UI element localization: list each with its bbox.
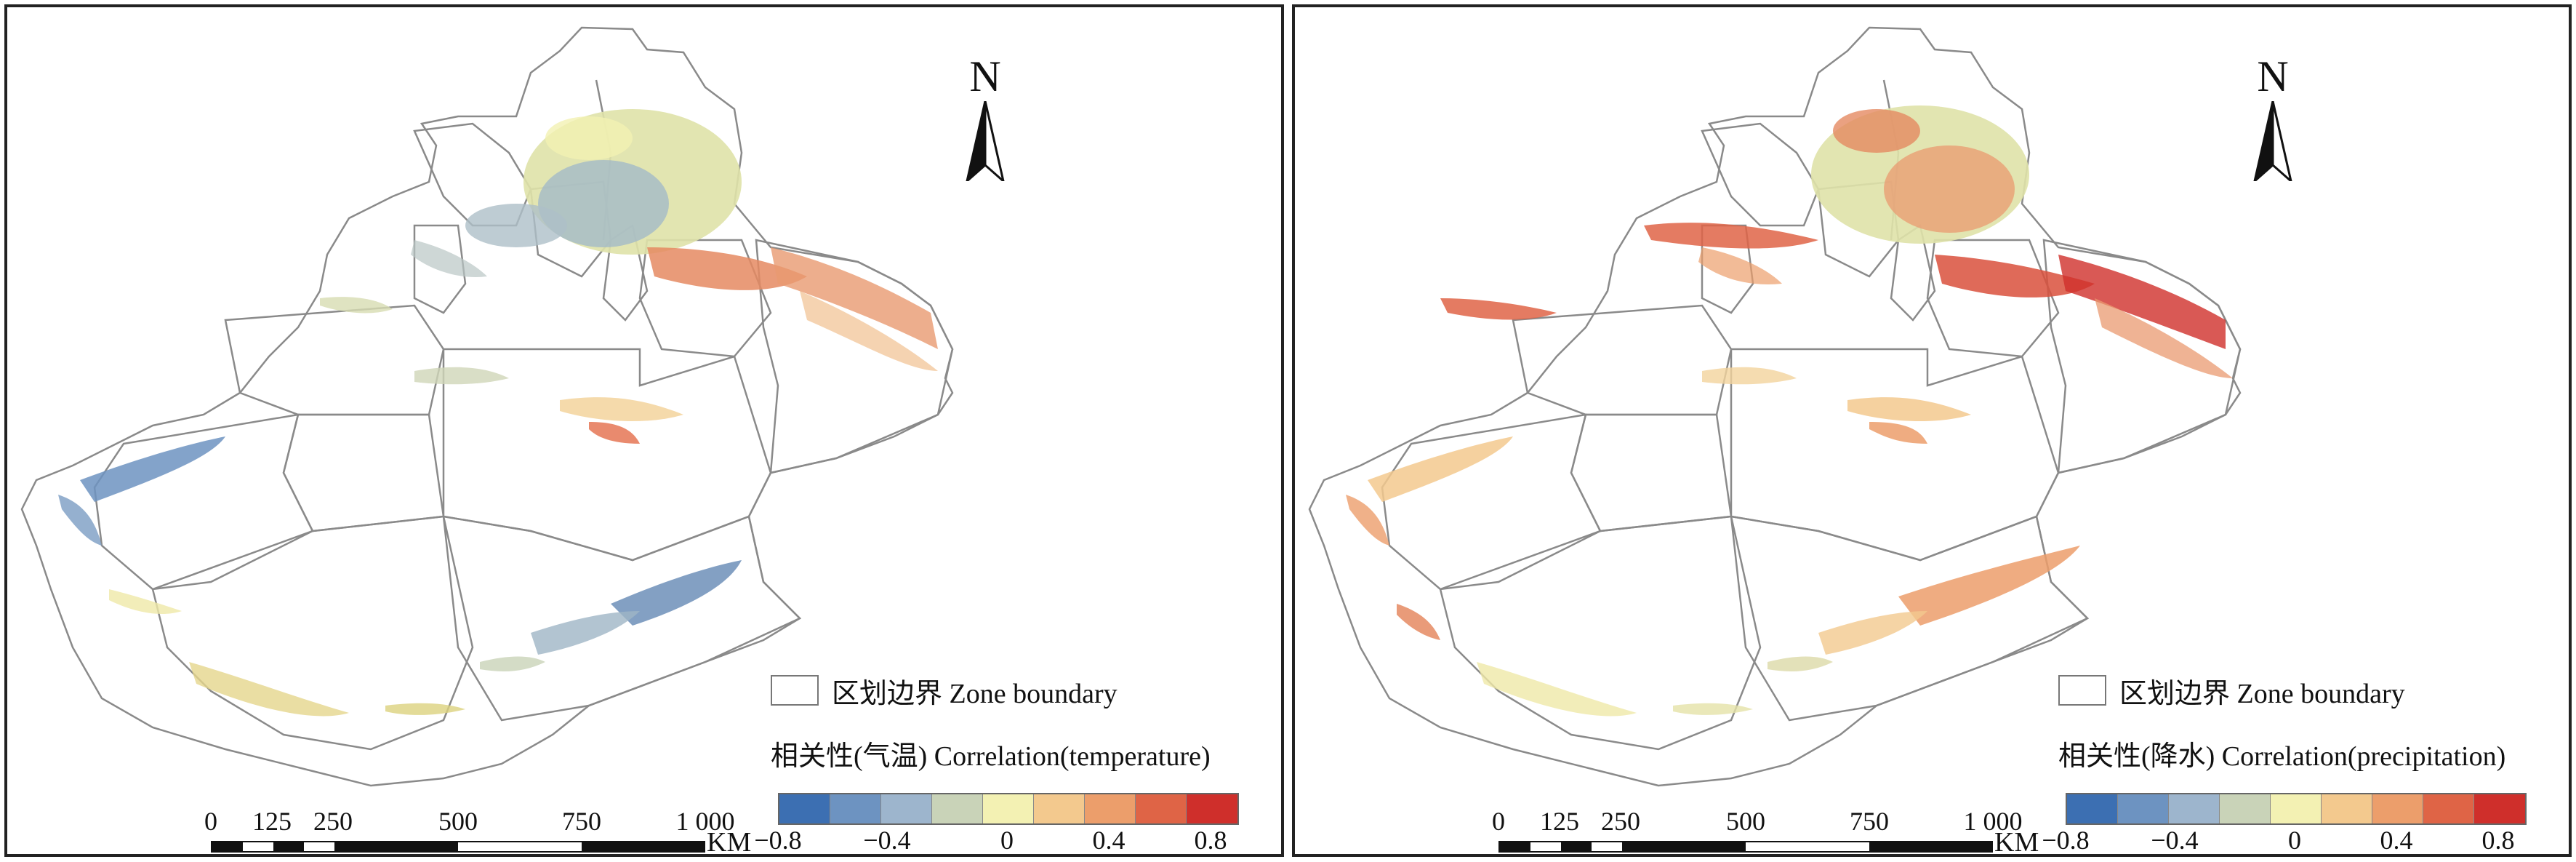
ramp-label: 0.4 — [2380, 826, 2413, 855]
ramp-cell — [2271, 794, 2322, 823]
scale-tick-label: 0 — [1492, 807, 1505, 836]
zone-boundary-label: 区划边界 Zone boundary — [2119, 678, 2405, 709]
correlation-patches — [1346, 105, 2233, 717]
map-panel-precipitation: N 区划边界 Zone boundary 相关性(降水) Correlation… — [1292, 4, 2572, 857]
scale-bar — [1498, 841, 1993, 853]
correlation-legend-title: 相关性(降水) Correlation(precipitation) — [2058, 741, 2506, 772]
scale-tick-label: 1 000 — [1963, 807, 2023, 836]
scale-segment — [334, 842, 458, 851]
ramp-label: −0.8 — [2042, 826, 2090, 855]
correlation-patches — [58, 109, 938, 717]
ramp-cell — [1034, 794, 1085, 823]
ramp-label: 0.4 — [1092, 826, 1126, 855]
zone-boundary-swatch — [2058, 675, 2106, 706]
map-canvas — [20, 26, 954, 787]
correlation-legend-title: 相关性(气温) Correlation(temperature) — [771, 741, 1211, 772]
ramp-cell — [2322, 794, 2372, 823]
north-arrow-icon — [966, 101, 1005, 181]
region-outline — [1308, 26, 2242, 787]
ramp-label: −0.8 — [754, 826, 802, 855]
ramp-cell — [2169, 794, 2220, 823]
ramp-cell — [932, 794, 983, 823]
scale-unit: KM — [707, 827, 752, 857]
scale-segment — [1622, 842, 1746, 851]
scale-tick-label: 750 — [1850, 807, 1889, 836]
scale-tick-label: 500 — [438, 807, 478, 836]
ramp-cell — [2067, 794, 2118, 823]
ramp-cell — [2423, 794, 2474, 823]
scale-segment — [1869, 842, 1993, 851]
ramp-cell — [2372, 794, 2423, 823]
color-ramp — [2066, 793, 2527, 825]
scale-bar — [211, 841, 705, 853]
scale-segment — [582, 842, 705, 851]
ramp-label: −0.4 — [863, 826, 911, 855]
scale-tick-label: 1 000 — [675, 807, 735, 836]
legend-zone-boundary: 区划边界 Zone boundary — [771, 671, 1118, 710]
ramp-label: 0.8 — [1194, 826, 1227, 855]
scale-tick-label: 500 — [1726, 807, 1765, 836]
north-label: N — [2257, 52, 2289, 100]
scale-tick-label: 125 — [1540, 807, 1579, 836]
scale-segment — [1500, 842, 1530, 851]
scale-segment — [1561, 842, 1592, 851]
ramp-cell — [830, 794, 881, 823]
scale-bar-labels: 0 125 250 500 750 1 000 — [196, 806, 778, 838]
north-arrow: N — [952, 55, 1018, 181]
north-arrow-icon — [2253, 101, 2292, 181]
ramp-label: 0.8 — [2481, 826, 2515, 855]
scale-tick-label: 250 — [1601, 807, 1640, 836]
legend-zone-boundary: 区划边界 Zone boundary — [2058, 671, 2405, 710]
scale-bar-labels: 0 125 250 500 750 1 000 — [1484, 806, 2066, 838]
ramp-label: −0.4 — [2151, 826, 2199, 855]
map-panel-temperature: N 区划边界 Zone boundary 相关性(气温) Correlation… — [4, 4, 1284, 857]
ramp-label: 0 — [2288, 826, 2301, 855]
map-canvas — [1308, 26, 2242, 787]
ramp-cell — [1085, 794, 1136, 823]
zone-boundary-swatch — [771, 675, 819, 706]
scale-tick-label: 0 — [204, 807, 217, 836]
scale-segment — [273, 842, 304, 851]
north-label: N — [969, 52, 1001, 100]
scale-segment — [212, 842, 243, 851]
ramp-label: 0 — [1000, 826, 1014, 855]
ramp-cell — [983, 794, 1034, 823]
scale-tick-label: 125 — [252, 807, 292, 836]
scale-tick-label: 750 — [562, 807, 601, 836]
ramp-cell — [1187, 794, 1237, 823]
ramp-cell — [1136, 794, 1187, 823]
zone-boundary-label: 区划边界 Zone boundary — [832, 678, 1118, 709]
ramp-cell — [2118, 794, 2169, 823]
ramp-cell — [881, 794, 932, 823]
color-ramp — [778, 793, 1239, 825]
scale-tick-label: 250 — [313, 807, 353, 836]
ramp-cell — [2220, 794, 2271, 823]
scale-unit: KM — [1994, 827, 2039, 857]
north-arrow: N — [2240, 55, 2306, 181]
ramp-labels: −0.8 −0.4 0 0.4 0.8 — [2042, 825, 2527, 855]
ramp-cell — [2474, 794, 2525, 823]
ramp-cell — [779, 794, 830, 823]
ramp-labels: −0.8 −0.4 0 0.4 0.8 — [754, 825, 1239, 855]
